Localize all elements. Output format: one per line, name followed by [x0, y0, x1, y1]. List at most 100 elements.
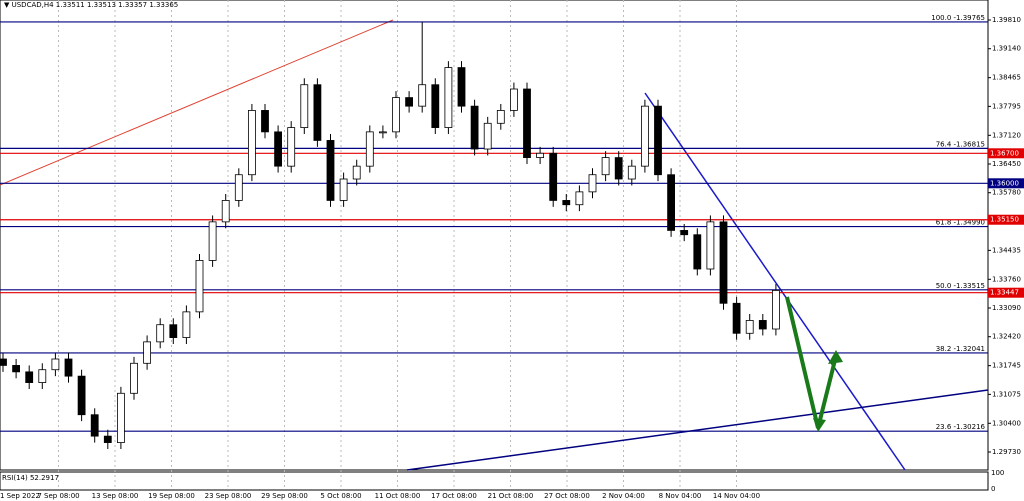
- candle-body: [234, 174, 243, 201]
- x-tick-label: 27 Oct 08:00: [544, 492, 590, 500]
- y-tick-label: 1.30400: [992, 419, 1021, 427]
- x-tick-label: 29 Sep 08:00: [261, 492, 308, 500]
- candle-body: [51, 358, 60, 371]
- candle-body: [103, 435, 112, 443]
- y-tick-label: 1.33760: [992, 275, 1021, 283]
- candle-body: [365, 131, 374, 167]
- candle-body: [732, 302, 741, 334]
- candle-body: [64, 358, 73, 377]
- y-tick-label: 1.31745: [992, 362, 1021, 370]
- candle-body: [12, 365, 21, 373]
- candle-body: [667, 174, 675, 231]
- rsi-tick-label: 100: [991, 469, 1004, 477]
- candle-body: [693, 234, 702, 270]
- x-tick-label: 8 Nov 04:00: [659, 492, 702, 500]
- x-tick-label: 7 Sep 08:00: [37, 492, 79, 500]
- candle-body: [654, 105, 662, 176]
- candle-body: [680, 230, 689, 236]
- candle-body: [641, 105, 649, 167]
- fib-label: 76.4 -1.36815: [936, 140, 985, 148]
- candle-body: [300, 84, 309, 128]
- price-box-label: 1.35150: [990, 216, 1019, 224]
- y-tick-label: 1.37795: [992, 102, 1021, 110]
- candle-body: [221, 200, 230, 223]
- candle-body: [313, 84, 322, 141]
- trend-line: [406, 389, 989, 471]
- candle-body: [772, 290, 780, 330]
- candle-body: [758, 320, 767, 330]
- candle-body: [627, 165, 636, 180]
- rsi-frame: [0, 471, 989, 491]
- candle-body: [483, 122, 492, 150]
- candle-body: [274, 131, 283, 167]
- y-tick-label: 1.34435: [992, 246, 1021, 254]
- y-tick-label: 1.33090: [992, 304, 1021, 312]
- y-tick-label: 1.35780: [992, 189, 1021, 197]
- price-box-label: 1.36700: [990, 149, 1019, 157]
- candle-body: [25, 371, 34, 383]
- candle-body: [195, 260, 204, 313]
- x-tick-label: 23 Sep 08:00: [205, 492, 252, 500]
- candle-body: [156, 324, 165, 343]
- candle-body: [130, 362, 138, 394]
- candle-body: [392, 97, 400, 133]
- price-box: [988, 178, 1024, 189]
- y-tick-label: 1.31075: [992, 390, 1021, 398]
- candle-body: [575, 191, 584, 206]
- candle-body: [182, 311, 191, 338]
- candle-body: [90, 414, 99, 437]
- candle-body: [117, 392, 125, 443]
- candle-body: [509, 88, 518, 111]
- candle-body: [536, 152, 544, 158]
- candle-body: [496, 110, 505, 124]
- candle-body: [326, 140, 335, 201]
- y-tick-label: 1.39810: [992, 16, 1021, 24]
- price-box-label: 1.33447: [990, 289, 1019, 297]
- candle-body: [523, 88, 531, 158]
- rsi-label: RSI(14) 52.2917: [2, 474, 59, 482]
- candle-body: [352, 165, 361, 180]
- grid: [58, 0, 737, 490]
- y-tick-label: 1.38465: [992, 74, 1021, 82]
- y-tick-label: 1.29730: [992, 448, 1021, 456]
- candle-body: [745, 320, 754, 334]
- candle-body: [418, 84, 427, 107]
- x-tick-label: 2 Nov 04:00: [602, 492, 645, 500]
- candle-body: [247, 110, 256, 176]
- candle-body: [444, 67, 453, 128]
- chart-title: ▼ USDCAD,H4 1.33511 1.33513 1.33357 1.33…: [4, 1, 178, 9]
- candle-body: [169, 324, 178, 338]
- arrow-head: [828, 350, 843, 364]
- candle-body: [431, 84, 440, 128]
- candle-body: [378, 131, 387, 134]
- price-box-label: 1.36000: [990, 179, 1019, 187]
- x-tick-label: 5 Oct 08:00: [320, 492, 361, 500]
- x-tick-label: 17 Oct 08:00: [431, 492, 477, 500]
- trend-line: [0, 19, 394, 186]
- x-tick-label: 21 Oct 08:00: [488, 492, 534, 500]
- y-tick-label: 1.39140: [992, 45, 1021, 53]
- fib-label: 23.6 -1.30216: [936, 423, 986, 431]
- candle-body: [38, 369, 47, 383]
- candle-body: [601, 157, 610, 176]
- y-tick-label: 1.36450: [992, 160, 1021, 168]
- candle-body: [719, 221, 728, 304]
- candle-body: [208, 221, 217, 261]
- candle-body: [706, 221, 715, 270]
- price-box: [988, 214, 1024, 225]
- candle-body: [287, 127, 296, 167]
- x-tick-label: 1 Sep 2022: [0, 492, 40, 500]
- price-box: [988, 148, 1024, 159]
- fib-label: 38.2 -1.32041: [936, 345, 985, 353]
- candle-body: [77, 375, 86, 416]
- candle-body: [261, 110, 269, 133]
- y-tick-label: 1.32420: [992, 333, 1021, 341]
- x-tick-label: 19 Sep 08:00: [148, 492, 195, 500]
- candle-body: [0, 358, 7, 366]
- candle-body: [339, 178, 348, 201]
- price-box: [988, 287, 1024, 298]
- candles: [0, 22, 780, 450]
- fib-label: 100.0 -1.39765: [931, 14, 985, 22]
- rsi-tick-label: 0: [991, 485, 995, 493]
